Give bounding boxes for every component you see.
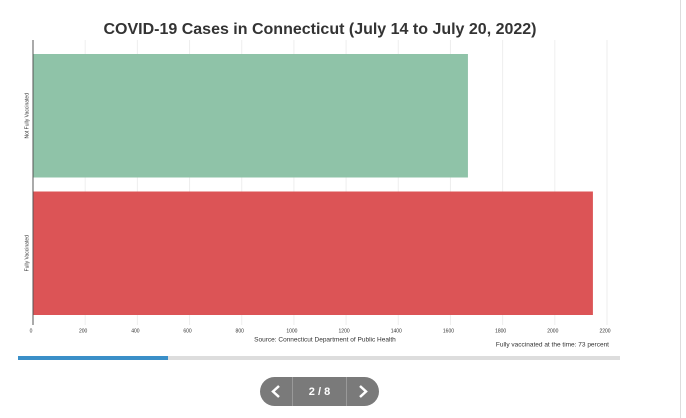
x-tick-label: 800: [236, 328, 245, 334]
x-tick-label: 2200: [599, 328, 610, 334]
chart-title: COVID-19 Cases in Connecticut (July 14 t…: [103, 21, 536, 38]
progress-fill: [18, 356, 168, 360]
next-button[interactable]: [359, 385, 368, 398]
x-tick-label: 400: [131, 328, 140, 334]
source: Source: Connecticut Department of Public…: [254, 337, 396, 344]
x-tick-label: 1400: [391, 328, 402, 334]
prev-button[interactable]: [271, 385, 280, 398]
bar: [33, 54, 468, 178]
pager: 2 / 8: [260, 377, 379, 406]
x-tick-label: 200: [79, 328, 88, 334]
x-tick-label: 1600: [443, 328, 454, 334]
x-tick-label: 2000: [547, 328, 558, 334]
x-tick-label: 0: [30, 328, 33, 334]
progress-track: [18, 356, 620, 360]
y-tick-label: Fully Vaccinated: [24, 235, 30, 272]
bar: [33, 191, 593, 315]
x-tick-label: 1000: [286, 328, 297, 334]
annotation: Fully vaccinated at the time: 73 percent: [496, 342, 609, 349]
pager-label: 2 / 8: [309, 386, 330, 398]
x-tick-label: 600: [183, 328, 192, 334]
x-tick-label: 1800: [495, 328, 506, 334]
pager-pill: [260, 377, 379, 406]
y-tick-label: Not Fully Vaccinated: [24, 93, 30, 139]
x-tick-label: 1200: [339, 328, 350, 334]
